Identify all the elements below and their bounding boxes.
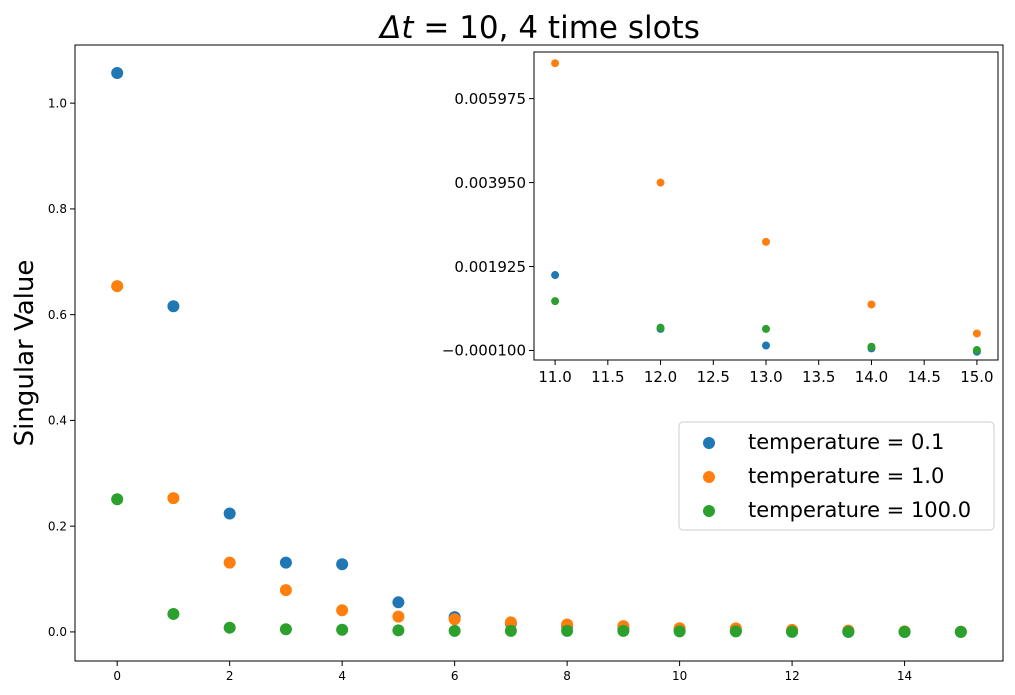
- main-point-series-2: [786, 625, 799, 638]
- inset-x-tick-label: 11.5: [591, 368, 624, 386]
- main-point-series-0: [223, 507, 236, 520]
- chart-title: Δt = 10, 4 time slots: [378, 10, 700, 46]
- legend-marker-temperature-0-1: [703, 437, 715, 449]
- inset-x-tick-label: 13.0: [749, 368, 782, 386]
- main-point-series-0: [392, 596, 405, 609]
- main-point-series-1: [111, 280, 124, 293]
- inset-x-tick-label: 12.5: [697, 368, 730, 386]
- main-point-series-2: [729, 625, 742, 638]
- main-point-series-2: [223, 621, 236, 634]
- inset-points: [551, 59, 981, 356]
- legend-box: [678, 421, 995, 531]
- inset-x-tick-label: 11.0: [538, 368, 571, 386]
- legend-label-temperature-100-0: temperature = 100.0: [748, 498, 971, 522]
- inset-point-series-2: [762, 324, 770, 333]
- main-point-series-2: [448, 624, 461, 637]
- inset-point-series-1: [972, 329, 981, 338]
- main-point-series-0: [111, 67, 124, 80]
- main-point-series-0: [279, 556, 292, 569]
- main-y-tick-label: 0.8: [48, 202, 67, 216]
- inset-point-series-1: [656, 178, 665, 187]
- inset-x-tick-label: 14.0: [855, 368, 888, 386]
- inset-y-tick-label: 0.003950: [454, 174, 526, 192]
- inset-plot-frame: [533, 51, 999, 361]
- inset-y-tick-label: −0.000100: [442, 342, 526, 360]
- inset-point-series-2: [972, 346, 981, 355]
- main-point-series-2: [336, 623, 349, 636]
- main-point-series-0: [336, 558, 349, 571]
- main-y-tick-label: 0.4: [48, 414, 67, 428]
- main-point-series-1: [279, 584, 292, 597]
- inset-point-series-1: [762, 237, 770, 246]
- main-x-tick-label: 14: [897, 669, 912, 683]
- inset-point-series-1: [551, 59, 560, 68]
- main-x-tick-label: 2: [226, 669, 234, 683]
- main-point-series-2: [279, 623, 292, 636]
- main-x-tick-label: 8: [563, 669, 571, 683]
- main-point-series-2: [842, 625, 855, 638]
- main-point-series-2: [111, 493, 124, 506]
- inset-x-tick-label: 15.0: [960, 368, 993, 386]
- legend-marker-temperature-100-0: [703, 505, 715, 517]
- main-x-tick-label: 12: [784, 669, 799, 683]
- main-point-series-2: [167, 607, 180, 620]
- inset-y-tick-label: 0.005975: [454, 90, 526, 108]
- main-point-series-1: [223, 556, 236, 569]
- inset-x-tick-label: 13.5: [802, 368, 835, 386]
- main-point-series-2: [617, 624, 630, 637]
- main-point-series-2: [392, 624, 405, 637]
- main-x-tick-label: 0: [113, 669, 121, 683]
- inset-point-series-2: [551, 297, 560, 306]
- main-y-tick-label: 0.2: [48, 519, 67, 533]
- main-x-tick-label: 4: [338, 669, 346, 683]
- legend-label-temperature-0-1: temperature = 0.1: [748, 430, 944, 454]
- main-y-tick-label: 0.6: [48, 308, 67, 322]
- inset-y-tick-label: 0.001925: [454, 258, 526, 276]
- main-point-series-1: [448, 613, 461, 626]
- inset-point-series-2: [867, 342, 876, 351]
- main-x-tick-label: 10: [672, 669, 687, 683]
- main-point-series-2: [561, 624, 574, 637]
- inset-ticks: 11.0 11.5 12.0 12.5 13.0 13.5 14.0 14.5 15.0 −0.0…: [442, 90, 994, 386]
- main-plot-frame: [74, 44, 1004, 662]
- main-point-series-2: [898, 625, 911, 638]
- inset-x-tick-label: 12.0: [644, 368, 677, 386]
- legend-label-temperature-1-0: temperature = 1.0: [748, 464, 944, 488]
- main-y-tick-label: 1.0: [48, 96, 67, 110]
- main-point-series-2: [504, 624, 517, 637]
- inset-x-tick-label: 14.5: [907, 368, 940, 386]
- main-points: [111, 67, 967, 638]
- main-point-series-2: [673, 625, 686, 638]
- inset-point-series-0: [551, 271, 560, 280]
- legend: temperature = 0.1 temperature = 1.0 temp…: [678, 421, 995, 531]
- inset-point-series-1: [867, 300, 876, 309]
- inset-point-series-0: [762, 341, 770, 350]
- main-x-tick-label: 6: [451, 669, 459, 683]
- y-axis-label: Singular Value: [10, 260, 40, 447]
- inset-point-series-2: [656, 323, 665, 332]
- main-point-series-1: [167, 492, 180, 505]
- main-point-series-1: [504, 616, 517, 629]
- main-point-series-2: [954, 625, 967, 638]
- main-ticks: 0 2 4 6 8 10 12 14 0.0 0.2 0.4 0.6 0.8 1.0: [48, 96, 912, 683]
- main-point-series-1: [336, 604, 349, 617]
- main-y-tick-label: 0.0: [48, 625, 67, 639]
- legend-marker-temperature-1-0: [703, 471, 715, 483]
- main-point-series-0: [167, 300, 180, 313]
- main-point-series-1: [392, 610, 405, 623]
